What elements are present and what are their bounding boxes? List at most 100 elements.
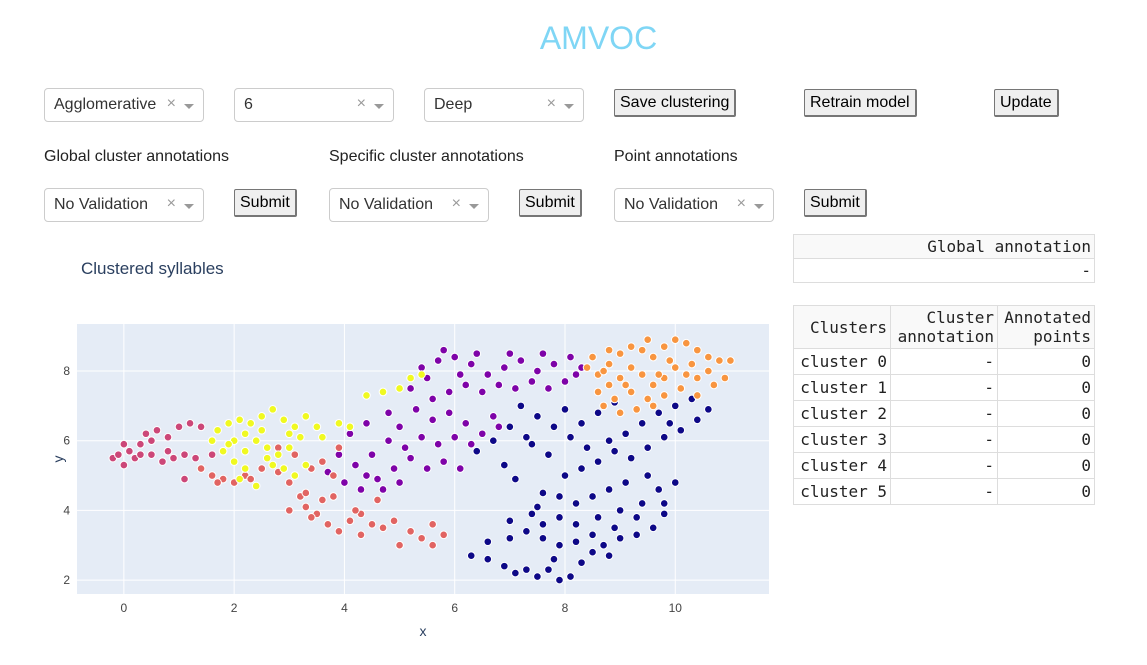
scatter-point[interactable]	[362, 418, 371, 428]
scatter-point[interactable]	[428, 540, 437, 550]
scatter-point[interactable]	[571, 520, 581, 529]
scatter-point[interactable]	[704, 366, 713, 376]
scatter-point[interactable]	[251, 436, 261, 446]
scatter-point[interactable]	[351, 506, 360, 515]
scatter-point[interactable]	[406, 526, 415, 536]
scatter-point[interactable]	[334, 450, 344, 459]
scatter-point[interactable]	[461, 418, 471, 428]
scatter-point[interactable]	[417, 432, 426, 442]
scatter-point[interactable]	[367, 520, 377, 529]
scatter-point[interactable]	[599, 540, 608, 550]
scatter-point[interactable]	[284, 478, 294, 487]
scatter-point[interactable]	[665, 356, 675, 365]
scatter-point[interactable]	[406, 453, 415, 463]
scatter-point[interactable]	[599, 366, 608, 376]
scatter-point[interactable]	[549, 554, 559, 564]
scatter-point[interactable]	[693, 415, 702, 425]
scatter-point[interactable]	[312, 422, 322, 432]
scatter-point[interactable]	[604, 436, 614, 446]
scatter-point[interactable]	[577, 418, 586, 428]
scatter-point[interactable]	[615, 373, 625, 383]
clear-x-icon[interactable]: ×	[546, 95, 556, 112]
global-validation-dropdown[interactable]: No Validation ×	[44, 188, 204, 222]
scatter-point[interactable]	[560, 377, 570, 386]
scatter-plot[interactable]: 0 2 4 6 8 10 2 4 6 8 x y	[0, 300, 790, 650]
clear-x-icon[interactable]: ×	[451, 195, 461, 212]
scatter-point[interactable]	[301, 488, 311, 498]
scatter-point[interactable]	[483, 554, 493, 564]
scatter-point[interactable]	[466, 439, 476, 449]
point-submit-button[interactable]: Submit	[804, 189, 867, 217]
scatter-point[interactable]	[268, 460, 278, 470]
scatter-point[interactable]	[643, 335, 652, 344]
scatter-point[interactable]	[632, 405, 641, 414]
scatter-point[interactable]	[251, 481, 261, 491]
scatter-point[interactable]	[428, 394, 437, 404]
scatter-point[interactable]	[406, 384, 415, 393]
scatter-point[interactable]	[246, 474, 255, 484]
scatter-point[interactable]	[273, 450, 283, 459]
scatter-point[interactable]	[439, 345, 448, 355]
scatter-point[interactable]	[489, 412, 498, 421]
scatter-point[interactable]	[262, 453, 272, 463]
scatter-point[interactable]	[284, 443, 294, 452]
scatter-point[interactable]	[323, 520, 333, 529]
caret-down-icon[interactable]	[754, 204, 764, 209]
scatter-point[interactable]	[455, 370, 465, 379]
scatter-point[interactable]	[169, 453, 178, 463]
caret-down-icon[interactable]	[374, 104, 384, 109]
scatter-point[interactable]	[119, 460, 129, 470]
scatter-point[interactable]	[417, 370, 426, 379]
scatter-point[interactable]	[450, 432, 460, 442]
scatter-point[interactable]	[582, 443, 592, 452]
scatter-point[interactable]	[334, 526, 344, 536]
scatter-point[interactable]	[284, 506, 294, 515]
scatter-point[interactable]	[384, 436, 393, 446]
scatter-point[interactable]	[136, 450, 145, 459]
scatter-point[interactable]	[544, 384, 553, 393]
scatter-point[interactable]	[351, 460, 360, 470]
scatter-point[interactable]	[235, 474, 244, 484]
caret-down-icon[interactable]	[564, 104, 574, 109]
scatter-point[interactable]	[301, 412, 311, 421]
scatter-point[interactable]	[538, 520, 548, 529]
scatter-point[interactable]	[477, 429, 487, 439]
scatter-point[interactable]	[621, 478, 630, 487]
scatter-point[interactable]	[257, 464, 267, 473]
scatter-point[interactable]	[659, 342, 669, 351]
scatter-point[interactable]	[621, 380, 630, 390]
scatter-point[interactable]	[704, 405, 713, 414]
scatter-point[interactable]	[240, 429, 250, 439]
scatter-point[interactable]	[494, 422, 504, 432]
scatter-point[interactable]	[654, 485, 664, 494]
scatter-point[interactable]	[643, 394, 652, 404]
scatter-point[interactable]	[643, 443, 652, 452]
clear-x-icon[interactable]: ×	[166, 95, 176, 112]
scatter-point[interactable]	[538, 349, 548, 358]
scatter-point[interactable]	[637, 499, 647, 508]
scatter-point[interactable]	[549, 422, 559, 432]
scatter-point[interactable]	[207, 471, 217, 480]
scatter-point[interactable]	[114, 450, 123, 459]
scatter-point[interactable]	[643, 471, 652, 480]
caret-down-icon[interactable]	[184, 204, 194, 209]
scatter-point[interactable]	[533, 366, 542, 376]
scatter-point[interactable]	[560, 471, 570, 480]
scatter-point[interactable]	[218, 446, 228, 456]
scatter-point[interactable]	[522, 432, 531, 442]
scatter-point[interactable]	[428, 520, 437, 529]
scatter-point[interactable]	[676, 425, 686, 435]
scatter-point[interactable]	[527, 509, 537, 519]
scatter-point[interactable]	[676, 384, 686, 393]
scatter-point[interactable]	[505, 349, 515, 358]
scatter-point[interactable]	[549, 359, 559, 369]
scatter-point[interactable]	[417, 533, 426, 543]
scatter-point[interactable]	[538, 533, 548, 543]
scatter-point[interactable]	[522, 565, 531, 574]
scatter-point[interactable]	[560, 405, 570, 414]
scatter-point[interactable]	[621, 429, 630, 439]
specific-submit-button[interactable]: Submit	[519, 189, 582, 217]
scatter-point[interactable]	[670, 363, 680, 372]
scatter-point[interactable]	[615, 533, 625, 543]
scatter-point[interactable]	[632, 513, 641, 522]
